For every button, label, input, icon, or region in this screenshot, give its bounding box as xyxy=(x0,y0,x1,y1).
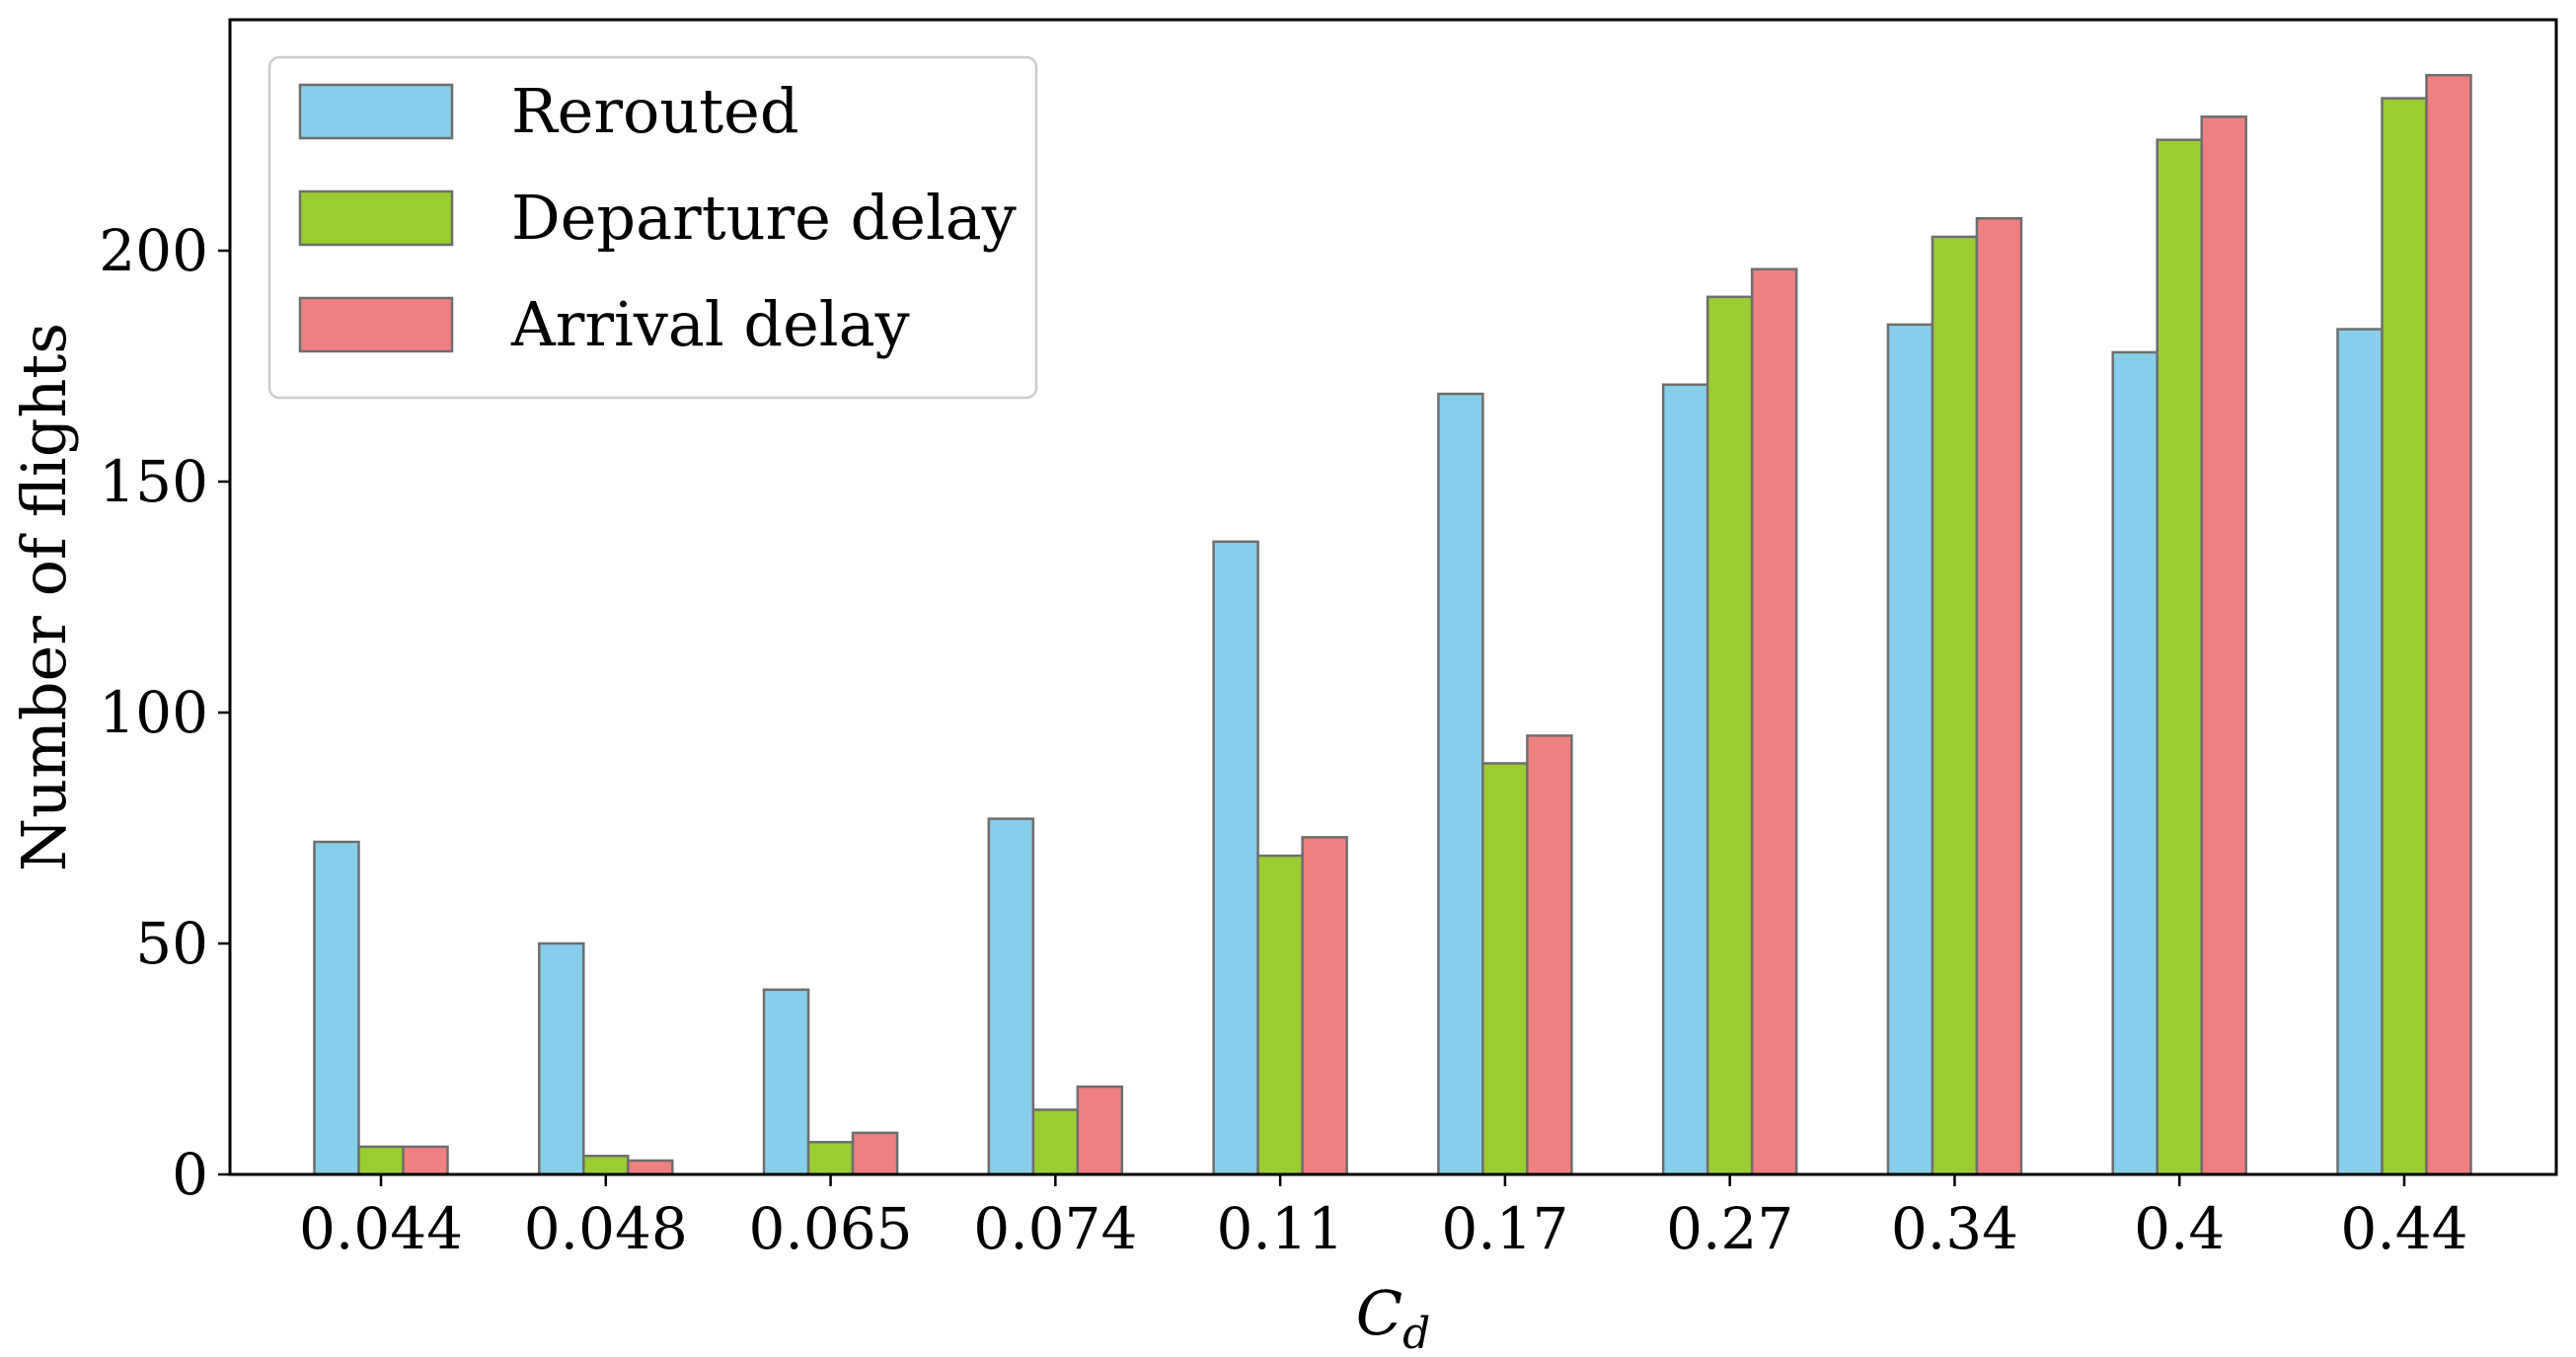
x-tick-label: 0.34 xyxy=(1891,1195,2018,1262)
bar-arrival-delay-0.4 xyxy=(2200,115,2247,1176)
bars-layer xyxy=(313,73,2472,1176)
bar-arrival-delay-0.44 xyxy=(2425,73,2472,1176)
bar-rerouted-0.065 xyxy=(762,988,810,1176)
x-axis-title-sub: d xyxy=(1402,1309,1430,1357)
bar-rerouted-0.044 xyxy=(313,840,360,1176)
plot-frame xyxy=(228,18,2558,1176)
y-tick-label: 0 xyxy=(172,1141,208,1208)
bar-rerouted-0.4 xyxy=(2111,350,2159,1176)
y-axis: 0 50 100 150 200 xyxy=(99,217,230,1208)
x-axis-title-base: C xyxy=(1356,1277,1402,1349)
bar-departure-delay-0.11 xyxy=(1256,854,1304,1176)
legend-swatch-arrival-delay xyxy=(298,296,454,353)
bar-arrival-delay-0.074 xyxy=(1076,1085,1124,1176)
x-tick-label: 0.044 xyxy=(299,1195,463,1262)
bar-arrival-delay-0.044 xyxy=(402,1145,449,1176)
bar-departure-delay-0.048 xyxy=(582,1155,630,1176)
y-tick-label: 200 xyxy=(99,217,208,284)
bar-arrival-delay-0.065 xyxy=(851,1131,899,1176)
legend-swatch-rerouted xyxy=(298,83,454,140)
bar-arrival-delay-0.048 xyxy=(627,1159,674,1176)
bar-rerouted-0.048 xyxy=(538,942,585,1176)
x-tick-label: 0.17 xyxy=(1441,1195,1568,1262)
bar-arrival-delay-0.11 xyxy=(1301,836,1348,1176)
y-tick-label: 50 xyxy=(135,910,208,977)
bar-departure-delay-0.4 xyxy=(2156,138,2203,1176)
legend-swatch-departure-delay xyxy=(298,189,454,247)
legend-label-arrival-delay: Arrival delay xyxy=(510,288,910,360)
bar-rerouted-0.34 xyxy=(1886,323,1934,1176)
bar-departure-delay-0.074 xyxy=(1031,1108,1080,1176)
bar-rerouted-0.074 xyxy=(987,817,1035,1176)
x-axis-title: Cd xyxy=(1356,1277,1431,1357)
legend: Rerouted Departure delay Arrival delay xyxy=(267,55,1038,400)
x-tick-label: 0.44 xyxy=(2340,1195,2467,1262)
bar-rerouted-0.44 xyxy=(2336,328,2384,1176)
y-axis-title: Number of flights xyxy=(8,323,80,871)
bar-rerouted-0.27 xyxy=(1661,383,1709,1176)
y-tick-label: 150 xyxy=(99,448,208,515)
x-axis: 0.044 0.048 0.065 0.074 0.11 0.17 0.27 0.34 0.4 0… xyxy=(299,1174,2468,1262)
bar-arrival-delay-0.17 xyxy=(1526,734,1573,1176)
x-tick-label: 0.4 xyxy=(2134,1195,2225,1262)
x-tick-label: 0.065 xyxy=(749,1195,913,1262)
y-tick-label: 100 xyxy=(99,679,208,746)
legend-label-departure-delay: Departure delay xyxy=(511,182,1017,254)
bar-departure-delay-0.065 xyxy=(806,1140,855,1176)
bar-departure-delay-0.27 xyxy=(1705,295,1754,1176)
bar-arrival-delay-0.34 xyxy=(1975,216,2023,1176)
legend-label-rerouted: Rerouted xyxy=(511,75,799,147)
bar-departure-delay-0.44 xyxy=(2381,97,2428,1176)
bar-departure-delay-0.34 xyxy=(1931,235,1979,1176)
bar-departure-delay-0.044 xyxy=(357,1145,405,1176)
bar-rerouted-0.11 xyxy=(1212,540,1259,1176)
x-tick-label: 0.048 xyxy=(524,1195,688,1262)
bar-departure-delay-0.17 xyxy=(1481,762,1529,1176)
x-tick-label: 0.074 xyxy=(973,1195,1137,1262)
x-tick-label: 0.27 xyxy=(1666,1195,1793,1262)
legend-box xyxy=(267,55,1038,400)
bar-rerouted-0.17 xyxy=(1437,392,1484,1176)
x-tick-label: 0.11 xyxy=(1217,1195,1344,1262)
bar-arrival-delay-0.27 xyxy=(1750,267,1798,1176)
